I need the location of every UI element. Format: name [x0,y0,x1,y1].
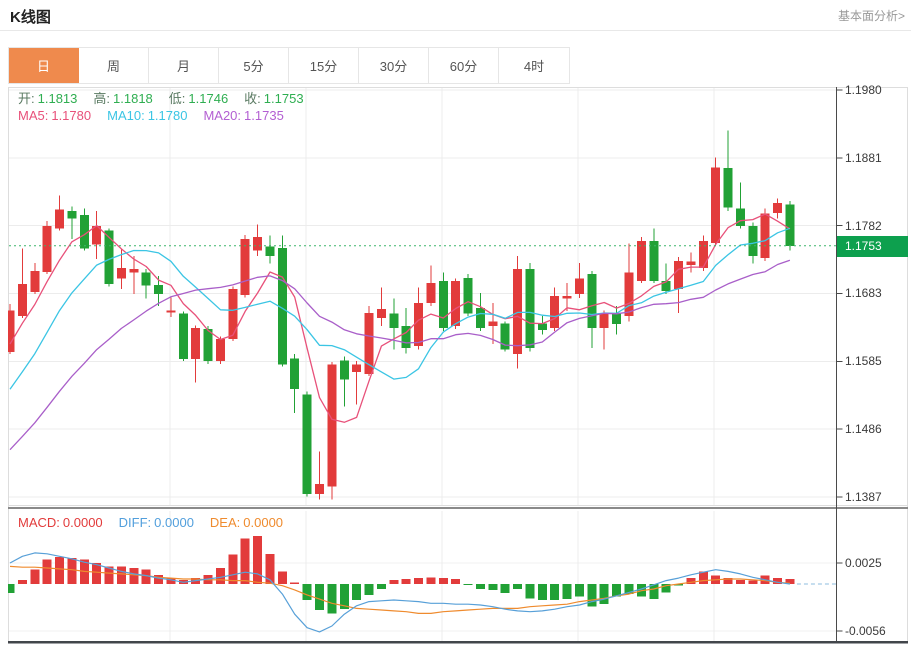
tab-60min[interactable]: 60分 [429,48,499,83]
header-divider [0,30,911,31]
ma-legend-item: MA5: 1.1780 [18,108,92,123]
tab-day[interactable]: 日 [9,48,79,83]
ma-lines [9,213,791,451]
kline-chart-canvas [8,87,908,644]
ohlc-legend: 开: 1.1813 高: 1.1818 低: 1.1746 收: 1.1753 [18,92,320,106]
macd-legend-item: DEA: 0.0000 [209,515,284,530]
axis-tick-label: -0.0056 [845,624,886,639]
candles [8,130,795,500]
period-tabbar: 日周月 5分 15分 30分 60分 4时 [8,47,570,84]
axis-tick-label: 1.1486 [845,422,882,437]
ohlc-legend-item: 收: 1.1753 [244,91,304,106]
axis-tick-label: 1.1881 [845,150,882,165]
tab-15min[interactable]: 15分 [289,48,359,83]
axis-tick-label: 1.1782 [845,218,882,233]
axis-tick-label: 1.1387 [845,489,882,504]
page-title: K线图 [10,9,51,26]
tab-5min[interactable]: 5分 [219,48,289,83]
ohlc-legend-item: 低: 1.1746 [168,91,229,106]
tab-week[interactable]: 周 [79,48,149,83]
ohlc-legend-item: 开: 1.1813 [18,91,78,106]
macd-legend: MACD: 0.0000 DIFF: 0.0000 DEA: 0.0000 [18,516,299,530]
axis-tick-label: 0.0025 [845,556,882,570]
macd-lines [9,552,790,633]
ma-legend: MA5: 1.1780 MA10: 1.1780 MA20: 1.1735 [18,109,300,123]
macd-legend-item: DIFF: 0.0000 [118,515,194,530]
tab-4hour[interactable]: 4时 [499,48,569,83]
ma-legend-item: MA10: 1.1780 [107,108,188,123]
axis-tick-label: 1.1683 [845,286,882,301]
tab-month[interactable]: 月 [149,48,219,83]
current-price-badge: 1.1753 [837,236,908,257]
macd-histogram [8,536,795,614]
price-axis: 1.1980 1.1881 1.1782 1.1683 1.1585 1.1486 1.13… [836,0,911,645]
axis-tick-label: 1.1585 [845,354,882,369]
macd-legend-item: MACD: 0.0000 [18,515,103,530]
ohlc-legend-item: 高: 1.1818 [93,91,153,106]
ma-legend-item: MA20: 1.1735 [203,108,284,123]
fundamental-analysis-link[interactable]: 基本面分析> [837,9,905,23]
axis-tick-label: 1.1980 [845,83,882,97]
tab-30min[interactable]: 30分 [359,48,429,83]
